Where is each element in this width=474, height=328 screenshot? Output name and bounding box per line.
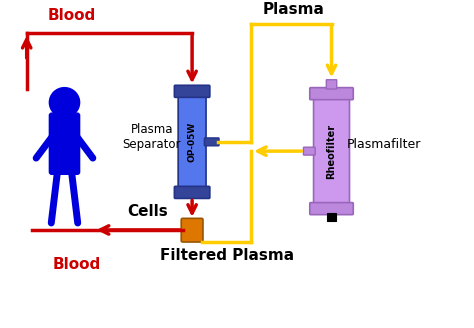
FancyBboxPatch shape [181,218,203,242]
Text: Plasma
Separator: Plasma Separator [123,123,181,151]
FancyBboxPatch shape [174,85,210,97]
FancyBboxPatch shape [303,147,315,155]
FancyBboxPatch shape [174,186,210,198]
FancyBboxPatch shape [204,138,219,146]
Text: Rheofilter: Rheofilter [327,124,337,179]
Text: Plasma: Plasma [263,2,325,17]
Text: OP-05W: OP-05W [188,122,197,162]
Text: Plasmafilter: Plasmafilter [346,138,421,151]
FancyBboxPatch shape [326,80,337,89]
Text: Cells: Cells [127,204,168,219]
FancyBboxPatch shape [314,97,349,205]
FancyBboxPatch shape [178,94,206,189]
Text: Blood: Blood [47,8,96,23]
FancyBboxPatch shape [310,88,353,100]
Circle shape [49,88,80,117]
Text: Blood: Blood [52,257,100,272]
Text: Filtered Plasma: Filtered Plasma [161,248,295,263]
FancyBboxPatch shape [310,203,353,215]
FancyBboxPatch shape [49,113,80,174]
FancyBboxPatch shape [327,213,336,221]
